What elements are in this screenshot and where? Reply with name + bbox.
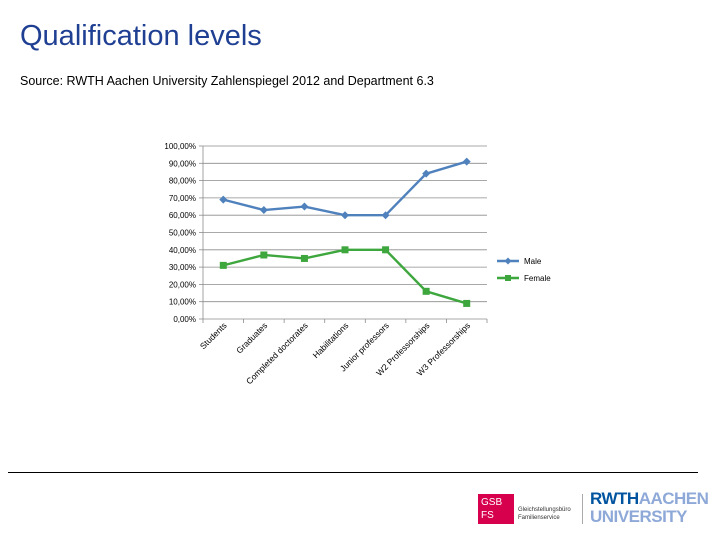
y-tick-label: 90,00% xyxy=(169,159,196,168)
footer-divider xyxy=(8,472,698,473)
rwth-logo-aachen: AACHEN xyxy=(638,489,709,508)
y-tick-label: 70,00% xyxy=(169,194,196,203)
legend-label: Female xyxy=(524,274,551,283)
rwth-logo: RWTHAACHEN UNIVERSITY xyxy=(590,489,709,526)
data-point-female xyxy=(341,246,349,254)
y-tick-label: 50,00% xyxy=(169,229,196,238)
page-title: Qualification levels xyxy=(20,20,262,52)
x-category-label: Habilitations xyxy=(311,320,351,360)
data-point-male xyxy=(462,157,471,166)
legend-marker xyxy=(504,257,512,265)
data-point-male xyxy=(381,211,390,220)
data-point-female xyxy=(422,287,430,295)
gsb-logo-text-1: Gleichstellungsbüro xyxy=(518,507,571,513)
y-tick-label: 40,00% xyxy=(169,246,196,255)
y-tick-label: 10,00% xyxy=(169,298,196,307)
data-point-male xyxy=(259,206,268,215)
data-point-female xyxy=(260,251,268,259)
data-point-male xyxy=(422,169,431,178)
data-point-male xyxy=(219,195,228,204)
data-point-female xyxy=(300,254,308,262)
qualification-chart: 0,00% 10,00% 20,00% 30,00% 40,00% 50,00% 60,00… xyxy=(164,142,551,386)
data-point-male xyxy=(300,202,309,211)
gsb-logo-line1: GSB xyxy=(481,497,503,508)
rwth-logo-university: UNIVERSITY xyxy=(590,507,688,526)
rwth-logo-word: RWTH xyxy=(590,489,639,508)
logo-separator xyxy=(582,494,583,524)
source-note: Source: RWTH Aachen University Zahlenspi… xyxy=(20,74,434,88)
y-tick-label: 30,00% xyxy=(169,263,196,272)
x-category-label: Students xyxy=(198,320,229,351)
series-line-female xyxy=(222,248,468,305)
gsb-logo-line2: FS xyxy=(481,510,494,521)
y-tick-label: 80,00% xyxy=(169,177,196,186)
legend-marker xyxy=(505,275,511,281)
x-category-label: Graduates xyxy=(234,320,269,355)
data-point-female xyxy=(382,246,390,254)
data-point-male xyxy=(341,211,349,220)
gsb-logo-text-2: Familienservice xyxy=(518,515,560,521)
legend-label: Male xyxy=(524,257,542,266)
data-point-female xyxy=(463,299,471,307)
gsb-fs-logo: GSB FS xyxy=(478,494,514,524)
y-tick-label: 20,00% xyxy=(169,280,196,289)
data-point-female xyxy=(219,261,227,269)
series-line-male xyxy=(222,160,468,217)
y-tick-label: 60,00% xyxy=(169,211,196,220)
y-tick-label: 0,00% xyxy=(173,315,196,324)
y-tick-label: 100,00% xyxy=(164,142,196,151)
gsb-logo-text: Gleichstellungsbüro Familienservice xyxy=(518,506,571,522)
